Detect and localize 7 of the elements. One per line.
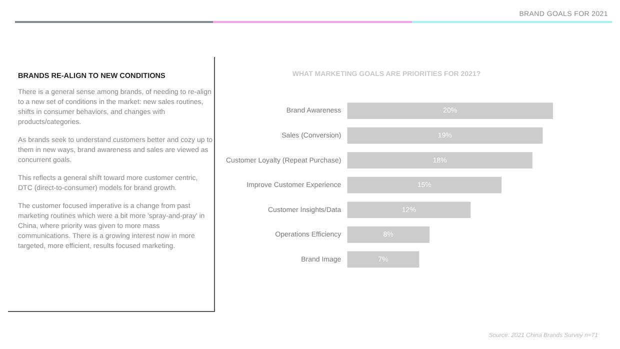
bar	[347, 102, 553, 119]
bar	[347, 176, 502, 194]
bar	[347, 251, 420, 268]
bar	[347, 226, 430, 243]
bar	[347, 202, 471, 218]
bar	[347, 152, 532, 169]
bar	[347, 127, 543, 144]
